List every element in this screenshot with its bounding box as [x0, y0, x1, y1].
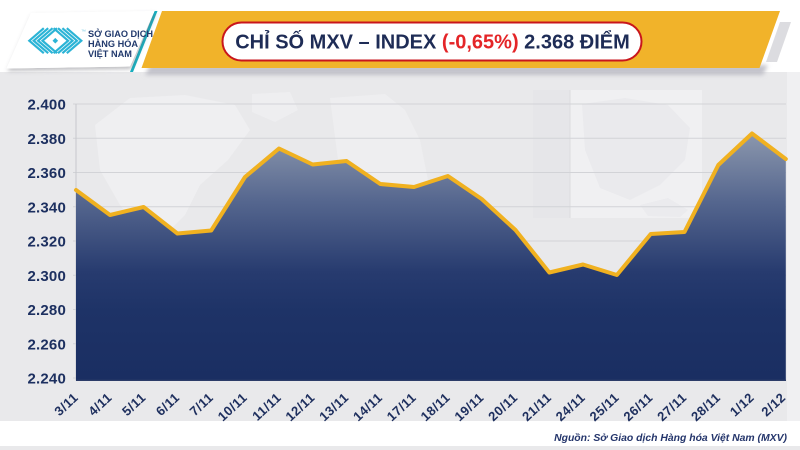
svg-text:2.280: 2.280	[27, 302, 66, 319]
svg-text:2.320: 2.320	[27, 234, 66, 251]
svg-text:VIỆT NAM: VIỆT NAM	[88, 48, 132, 59]
svg-text:2.300: 2.300	[27, 268, 66, 285]
svg-text:™: ™	[81, 29, 86, 35]
svg-text:2.360: 2.360	[27, 165, 66, 182]
svg-text:CHỈ SỐ MXV – INDEX (-0,65%) 2.: CHỈ SỐ MXV – INDEX (-0,65%) 2.368 ĐIỂM	[235, 30, 630, 54]
svg-text:2.240: 2.240	[27, 371, 66, 388]
svg-text:SỞ GIAO DỊCH: SỞ GIAO DỊCH	[88, 28, 153, 39]
svg-text:2.400: 2.400	[27, 97, 66, 114]
svg-text:Nguồn: Sở Giao dịch Hàng hóa V: Nguồn: Sở Giao dịch Hàng hóa Việt Nam (M…	[554, 432, 787, 444]
svg-text:HÀNG HÓA: HÀNG HÓA	[88, 38, 138, 49]
svg-text:2.260: 2.260	[27, 336, 66, 353]
svg-text:2.380: 2.380	[27, 131, 66, 148]
svg-text:2.340: 2.340	[27, 199, 66, 216]
